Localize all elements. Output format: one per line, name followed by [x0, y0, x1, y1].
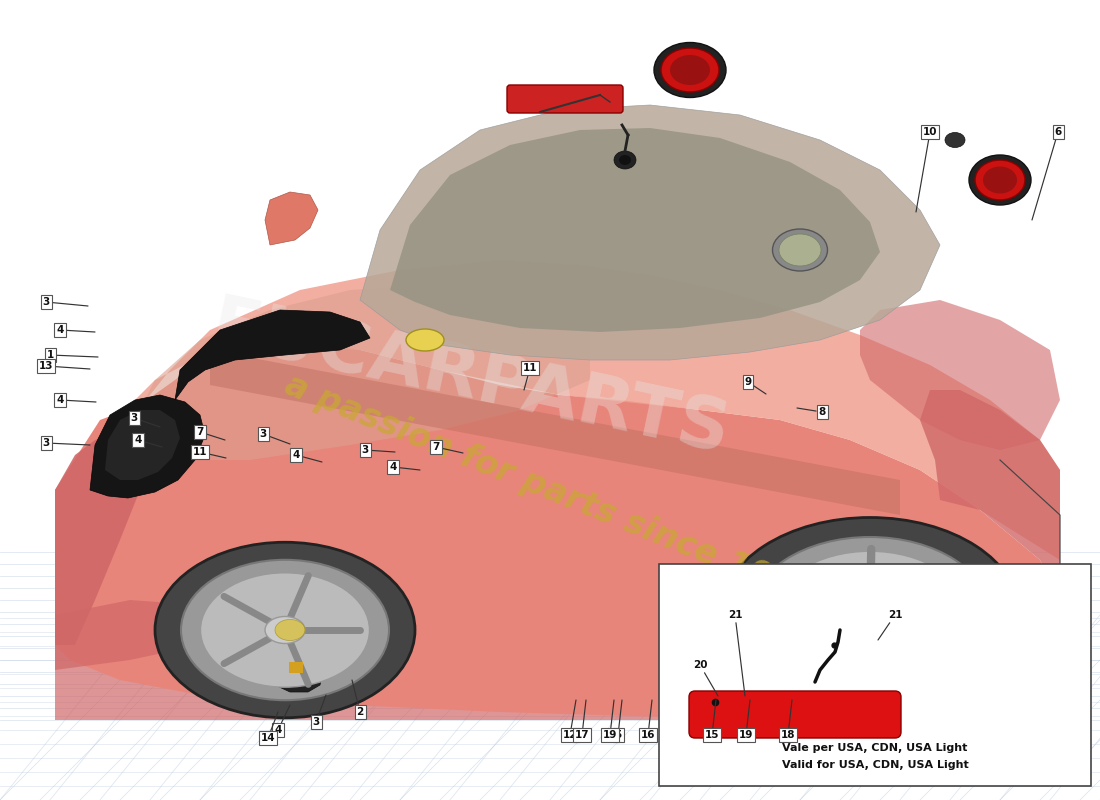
Text: 19: 19 — [739, 700, 754, 740]
Text: 18: 18 — [781, 700, 795, 740]
Text: 20: 20 — [693, 660, 718, 696]
Text: 13: 13 — [39, 361, 90, 371]
Ellipse shape — [182, 560, 389, 700]
Text: 5: 5 — [615, 700, 622, 740]
Text: 19: 19 — [603, 700, 617, 740]
Ellipse shape — [155, 542, 415, 718]
Ellipse shape — [945, 133, 965, 147]
Ellipse shape — [779, 234, 821, 266]
Polygon shape — [175, 310, 370, 400]
Text: 3: 3 — [43, 438, 90, 448]
FancyBboxPatch shape — [507, 85, 623, 113]
Polygon shape — [860, 300, 1060, 450]
Ellipse shape — [265, 617, 305, 643]
Polygon shape — [130, 285, 590, 460]
Ellipse shape — [720, 518, 1020, 713]
Polygon shape — [104, 410, 180, 480]
Text: 3: 3 — [312, 695, 326, 727]
FancyBboxPatch shape — [659, 564, 1091, 786]
Polygon shape — [55, 600, 250, 670]
Ellipse shape — [847, 600, 892, 630]
Polygon shape — [55, 560, 1060, 720]
Text: 4: 4 — [56, 325, 95, 335]
Text: a passion for parts since 1985: a passion for parts since 1985 — [280, 368, 820, 612]
Text: 16: 16 — [640, 700, 656, 740]
Text: 8: 8 — [798, 407, 826, 417]
Text: 15: 15 — [705, 700, 719, 740]
Ellipse shape — [969, 155, 1031, 205]
Text: 11: 11 — [522, 363, 537, 390]
Ellipse shape — [406, 329, 444, 351]
Text: 7: 7 — [432, 442, 463, 453]
Text: 21: 21 — [878, 610, 902, 640]
Text: 14: 14 — [261, 712, 278, 743]
Text: 21: 21 — [728, 610, 745, 696]
Text: 4: 4 — [293, 450, 322, 462]
Ellipse shape — [750, 537, 990, 693]
Polygon shape — [90, 395, 205, 498]
Polygon shape — [265, 192, 318, 245]
Polygon shape — [920, 390, 1060, 600]
Ellipse shape — [772, 229, 827, 271]
Text: 2: 2 — [352, 680, 364, 717]
Ellipse shape — [975, 160, 1025, 200]
Ellipse shape — [772, 551, 968, 678]
Text: 4: 4 — [389, 462, 420, 472]
FancyBboxPatch shape — [289, 662, 302, 673]
Polygon shape — [390, 128, 880, 332]
Ellipse shape — [670, 55, 710, 85]
Polygon shape — [360, 105, 940, 360]
Text: 3: 3 — [131, 413, 160, 427]
Text: 3: 3 — [43, 297, 88, 307]
Polygon shape — [130, 260, 1060, 560]
Text: 12: 12 — [563, 700, 578, 740]
Ellipse shape — [275, 619, 305, 641]
Text: 11: 11 — [192, 447, 226, 458]
Polygon shape — [210, 350, 900, 515]
Ellipse shape — [619, 155, 631, 165]
Text: 4: 4 — [274, 705, 290, 735]
Ellipse shape — [614, 151, 636, 169]
Text: 6: 6 — [1032, 127, 1062, 220]
Text: 3: 3 — [260, 429, 290, 444]
Text: 4: 4 — [134, 435, 162, 447]
FancyBboxPatch shape — [689, 691, 901, 738]
Text: Valid for USA, CDN, USA Light: Valid for USA, CDN, USA Light — [782, 760, 968, 770]
Text: 3: 3 — [362, 445, 395, 455]
Polygon shape — [55, 430, 145, 645]
Text: Vale per USA, CDN, USA Light: Vale per USA, CDN, USA Light — [782, 743, 968, 753]
Text: EUCARPARTS: EUCARPARTS — [205, 291, 736, 469]
Ellipse shape — [654, 42, 726, 98]
Ellipse shape — [661, 48, 719, 92]
Text: 9: 9 — [745, 377, 766, 394]
Text: 10: 10 — [916, 127, 937, 212]
Text: 4: 4 — [56, 395, 96, 405]
Polygon shape — [275, 652, 324, 692]
Ellipse shape — [983, 166, 1018, 194]
Text: 1: 1 — [46, 350, 98, 360]
Polygon shape — [55, 340, 1060, 720]
Text: 17: 17 — [574, 700, 590, 740]
Text: 7: 7 — [196, 427, 225, 440]
Ellipse shape — [200, 573, 370, 687]
